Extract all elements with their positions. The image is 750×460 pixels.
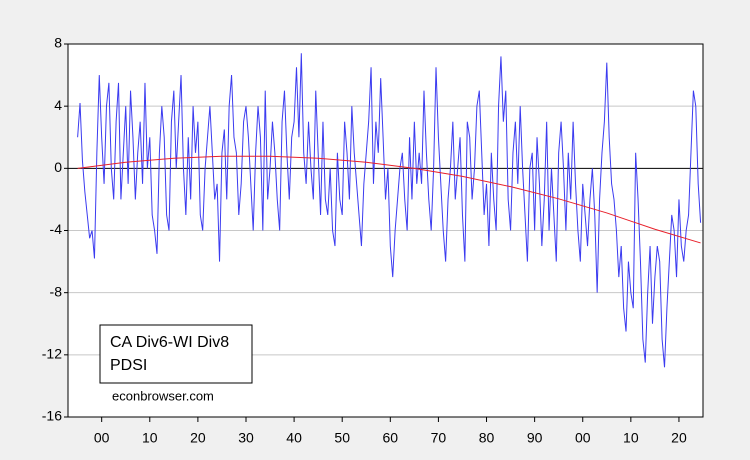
x-tick-label: 80 bbox=[479, 430, 495, 446]
annotation: CA Div6-WI Div8 bbox=[110, 334, 229, 351]
y-tick-label: 8 bbox=[54, 35, 62, 51]
marks bbox=[77, 53, 702, 368]
source: econbrowser.com bbox=[112, 388, 214, 403]
x-tick-label: 20 bbox=[190, 430, 206, 446]
x-tick-label: 50 bbox=[334, 430, 350, 446]
x-tick-label: 20 bbox=[671, 430, 687, 446]
x-tick-label: 10 bbox=[142, 430, 158, 446]
x-tick-label: 70 bbox=[431, 430, 447, 446]
x-tick-label: 90 bbox=[527, 430, 543, 446]
y-tick-label: -8 bbox=[50, 283, 63, 299]
y-tick-label: -12 bbox=[42, 346, 62, 362]
annotation: PDSI bbox=[110, 357, 147, 374]
x-tick-label: 30 bbox=[238, 430, 254, 446]
series-line bbox=[77, 53, 702, 368]
y-tick-label: -4 bbox=[50, 221, 63, 237]
y-tick-label: 0 bbox=[54, 159, 62, 175]
x-tick-label: 00 bbox=[575, 430, 591, 446]
series-line bbox=[77, 155, 701, 244]
x-tick-label: 00 bbox=[94, 430, 110, 446]
x-tick-label: 60 bbox=[383, 430, 399, 446]
label-box bbox=[99, 324, 253, 384]
x-tick-label: 10 bbox=[623, 430, 639, 446]
y-tick-label: 4 bbox=[54, 97, 62, 113]
x-tick-label: 40 bbox=[286, 430, 302, 446]
y-tick-label: -16 bbox=[42, 408, 62, 424]
